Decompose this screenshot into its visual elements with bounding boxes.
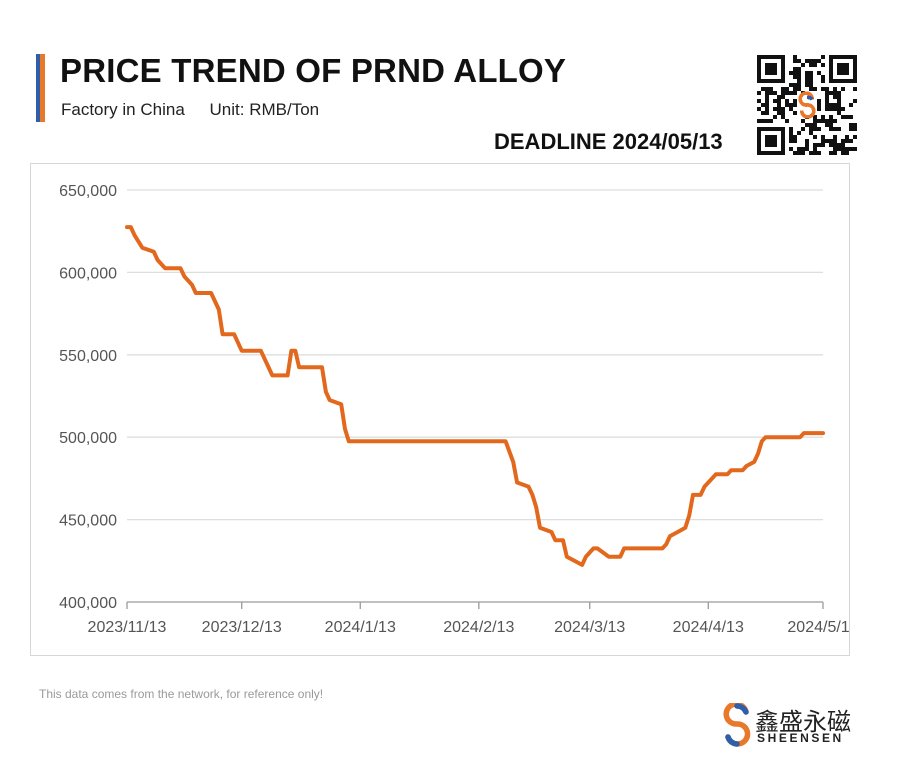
x-axis: 2023/11/13 2023/12/13 2024/1/13 2024/2/13 20… [88, 601, 850, 636]
x-tick-label: 2024/2/13 [443, 619, 514, 636]
x-tick-label: 2024/1/13 [325, 619, 396, 636]
subtitle: Factory in China Unit: RMB/Ton [61, 100, 319, 120]
unit-label: Unit: RMB/Ton [209, 100, 320, 119]
x-tick-label: 2023/11/13 [88, 619, 167, 636]
y-tick-label: 450,000 [59, 513, 117, 530]
x-tick-label: 2023/12/13 [202, 619, 282, 636]
x-tick-label: 2024/4/13 [673, 619, 744, 636]
sheensen-logo-icon [723, 703, 751, 747]
series-layer [125, 225, 825, 567]
x-tick-label: 2024/5/13 [787, 619, 850, 636]
brand-name-cn: 鑫盛永磁 [755, 708, 851, 736]
price-chart: 400,000 450,000 500,000 550,000 600,000 650,0… [30, 163, 850, 656]
title-accent-bar [36, 54, 45, 122]
deadline-label: DEADLINE 2024/05/13 [494, 129, 723, 154]
chart-frame [30, 163, 850, 656]
y-tick-label: 500,000 [59, 430, 117, 447]
y-tick-label: 600,000 [59, 265, 117, 282]
series-line-prnd-alloy [125, 225, 825, 567]
y-tick-label: 650,000 [59, 183, 117, 200]
qr-finder-patterns [757, 55, 857, 155]
y-axis-ticks: 400,000 450,000 500,000 550,000 600,000 650,0… [59, 183, 117, 612]
qr-center-logo-icon [797, 91, 817, 119]
brand-name-en: SHEENSEN [757, 731, 844, 745]
qr-code-icon [757, 55, 857, 155]
disclaimer-note: This data comes from the network, for re… [39, 687, 324, 701]
x-tick-label: 2024/3/13 [554, 619, 625, 636]
brand-logo: 鑫盛永磁 SHEENSEN [720, 703, 860, 749]
page-title: PRICE TREND OF PRND ALLOY [60, 52, 567, 89]
y-tick-label: 550,000 [59, 348, 117, 365]
grid-lines [127, 189, 823, 521]
y-tick-label: 400,000 [59, 595, 117, 612]
factory-label: Factory in China [61, 100, 185, 119]
